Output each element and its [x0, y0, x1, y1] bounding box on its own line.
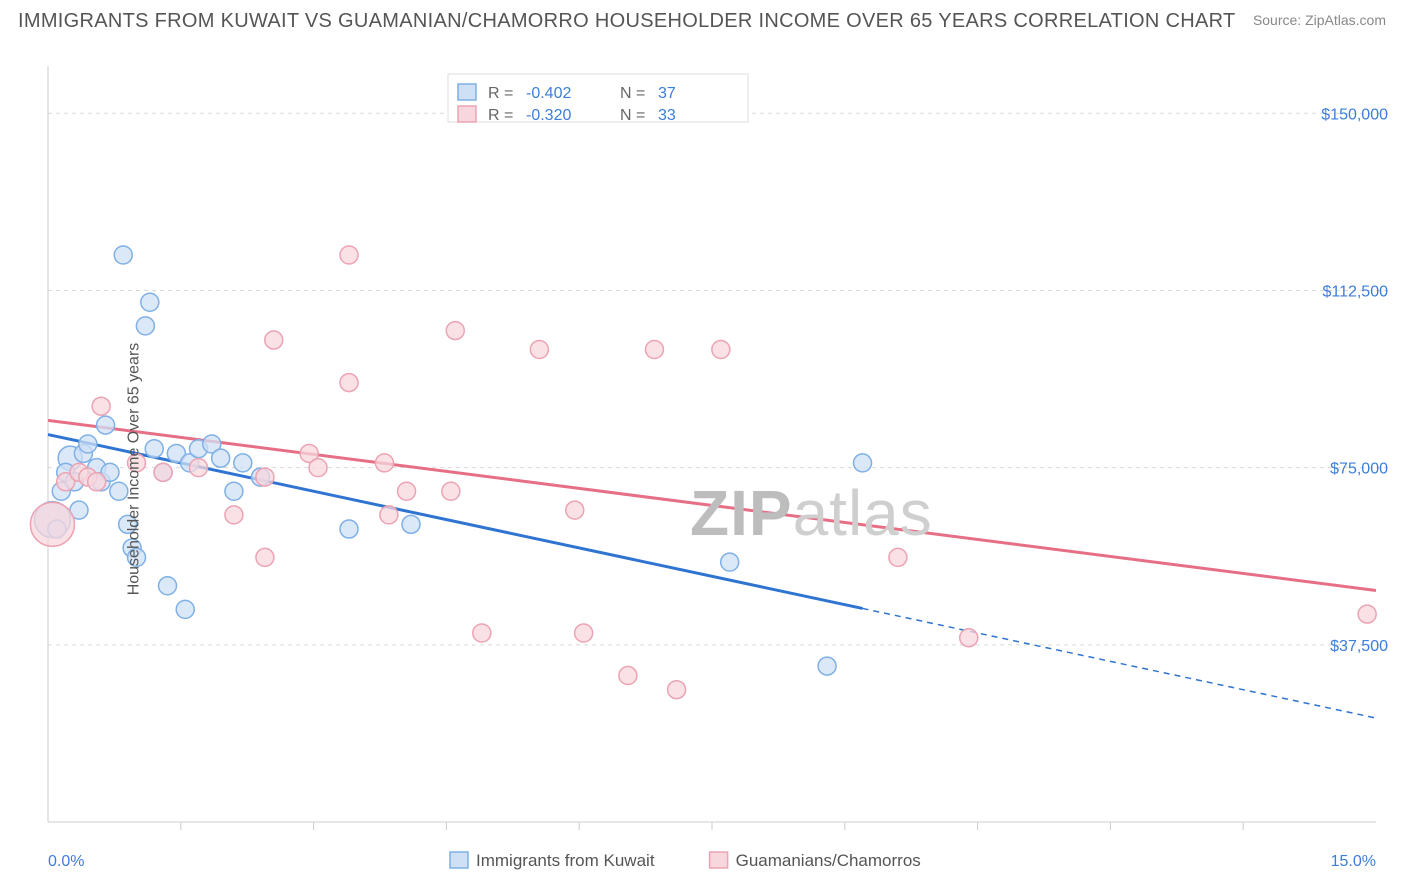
data-point — [619, 667, 637, 685]
data-point — [442, 482, 460, 500]
data-point — [114, 246, 132, 264]
data-point — [473, 624, 491, 642]
data-point — [225, 482, 243, 500]
data-point — [256, 468, 274, 486]
data-point — [721, 553, 739, 571]
data-point — [530, 341, 548, 359]
svg-text:-0.320: -0.320 — [526, 107, 571, 124]
data-point — [1358, 605, 1376, 623]
data-point — [265, 331, 283, 349]
data-point — [30, 502, 74, 546]
data-point — [212, 449, 230, 467]
data-point — [566, 501, 584, 519]
svg-text:15.0%: 15.0% — [1331, 853, 1376, 870]
svg-text:N =: N = — [620, 107, 645, 124]
svg-text:-0.402: -0.402 — [526, 85, 571, 102]
svg-text:$150,000: $150,000 — [1321, 106, 1388, 123]
svg-text:$112,500: $112,500 — [1322, 283, 1388, 300]
legend-label: Immigrants from Kuwait — [476, 851, 655, 870]
data-point — [176, 600, 194, 618]
data-point — [340, 246, 358, 264]
data-point — [154, 463, 172, 481]
legend-label: Guamanians/Chamorros — [736, 851, 921, 870]
data-point — [309, 459, 327, 477]
data-point — [402, 515, 420, 533]
svg-text:$75,000: $75,000 — [1330, 461, 1388, 478]
data-point — [136, 317, 154, 335]
data-point — [398, 482, 416, 500]
legend-swatch — [710, 852, 728, 868]
data-point — [375, 454, 393, 472]
legend-swatch — [450, 852, 468, 868]
data-point — [159, 577, 177, 595]
data-point — [889, 548, 907, 566]
source-attribution: Source: ZipAtlas.com — [1253, 12, 1386, 28]
svg-text:0.0%: 0.0% — [48, 853, 84, 870]
data-point — [340, 520, 358, 538]
data-point — [190, 459, 208, 477]
svg-text:$37,500: $37,500 — [1330, 638, 1388, 655]
data-point — [145, 440, 163, 458]
data-point — [668, 681, 686, 699]
data-point — [575, 624, 593, 642]
svg-text:33: 33 — [658, 107, 676, 124]
data-point — [818, 657, 836, 675]
data-point — [645, 341, 663, 359]
data-point — [854, 454, 872, 472]
data-point — [712, 341, 730, 359]
data-point — [92, 397, 110, 415]
y-axis-label: Householder Income Over 65 years — [125, 343, 143, 596]
data-point — [380, 506, 398, 524]
svg-text:37: 37 — [658, 85, 676, 102]
svg-text:R =: R = — [488, 85, 513, 102]
data-point — [234, 454, 252, 472]
data-point — [141, 293, 159, 311]
svg-text:R =: R = — [488, 107, 513, 124]
data-point — [340, 374, 358, 392]
data-point — [960, 629, 978, 647]
svg-text:N =: N = — [620, 85, 645, 102]
data-point — [225, 506, 243, 524]
data-point — [446, 322, 464, 340]
data-point — [79, 435, 97, 453]
data-point — [97, 416, 115, 434]
data-point — [88, 473, 106, 491]
correlation-scatter-chart: $37,500 $75,000 $112,500 $150,000 0.0% 15.0% R… — [0, 46, 1406, 892]
chart-title: IMMIGRANTS FROM KUWAIT VS GUAMANIAN/CHAM… — [18, 10, 1236, 32]
data-point — [256, 548, 274, 566]
